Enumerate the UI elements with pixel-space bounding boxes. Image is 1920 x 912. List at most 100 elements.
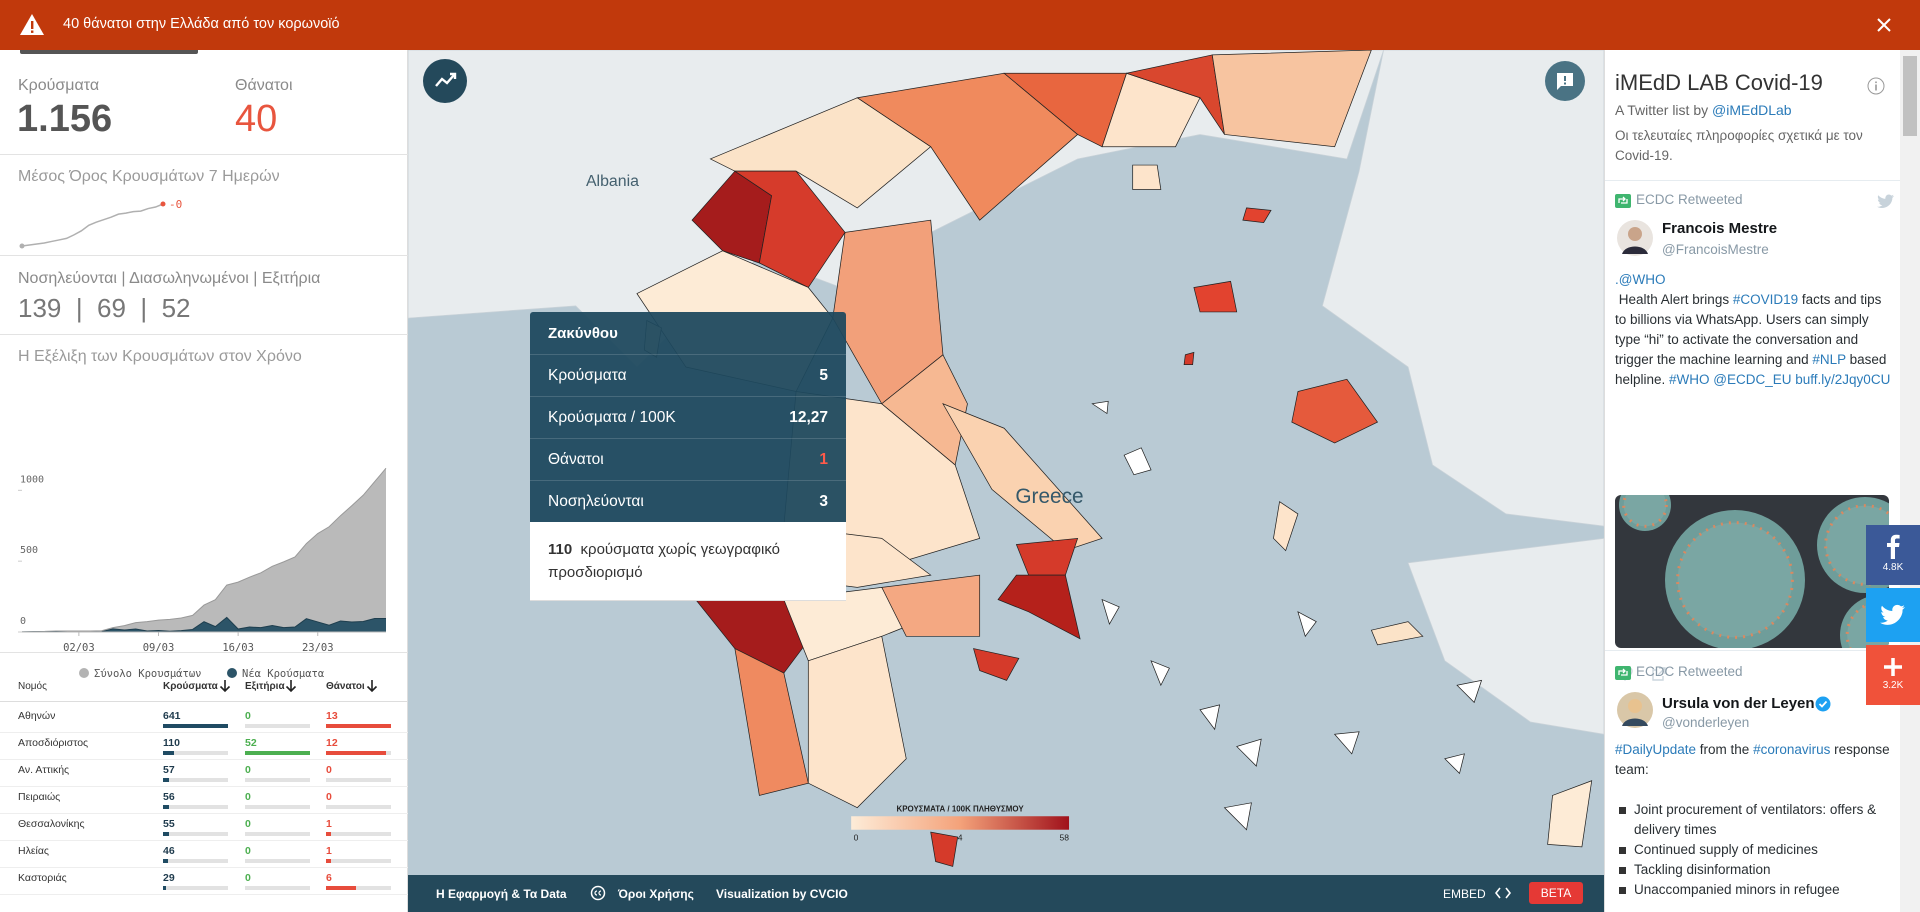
sort-icon — [366, 680, 378, 693]
bullet-square — [1619, 847, 1626, 854]
table-number: 641 — [163, 710, 181, 722]
twitter-button[interactable] — [1866, 588, 1920, 642]
avatar-head — [1628, 227, 1642, 241]
bar — [163, 751, 175, 755]
list-title: iMEdD LAB Covid-19 — [1615, 70, 1823, 95]
retweet-arrows — [1618, 196, 1628, 204]
bullet-text: Tackling disinformation — [1634, 862, 1771, 877]
legend-swatch — [227, 668, 237, 678]
comment-button[interactable] — [1544, 60, 1586, 102]
bar — [163, 778, 169, 782]
hosp-title: Νοσηλεύονται | Διασωληνωμένοι | Εξιτήρια — [18, 270, 321, 287]
trend-button[interactable] — [422, 58, 468, 104]
bar-track — [326, 778, 391, 782]
credit-link[interactable]: Visualization by CVCIO — [716, 887, 848, 901]
tooltip-value: 5 — [819, 366, 828, 384]
embed-link[interactable]: EMBED — [1443, 887, 1486, 901]
tweet-link[interactable]: #NLP — [1812, 352, 1846, 367]
table-name: Καστοριάς — [18, 872, 67, 884]
legend-gradient — [851, 816, 1070, 830]
tooltip-value: 3 — [819, 492, 828, 510]
cc-icon — [590, 885, 606, 901]
bar — [163, 832, 169, 836]
warning-icon — [20, 14, 44, 35]
tooltip-label: Κρούσματα / 100K — [548, 408, 676, 426]
sort-arrow — [366, 680, 378, 693]
facebook-count: 4.8K — [1882, 562, 1904, 573]
bar-track — [245, 886, 310, 890]
tooltip-row: Κρούσματα 5 — [530, 354, 846, 396]
avatar — [1617, 220, 1653, 256]
table-number: 56 — [163, 791, 175, 803]
cases-label: Κρούσματα — [18, 77, 100, 94]
row-rule — [0, 813, 408, 814]
tweet-link[interactable]: #WHO @ECDC_EU buff.ly/2Jqy0CU — [1669, 372, 1891, 387]
divider — [0, 334, 408, 335]
country-label: Albania — [586, 173, 639, 190]
bullet-text: Joint procurement of ventilators: offers… — [1634, 802, 1877, 837]
tweet-text: response team: — [1615, 742, 1894, 777]
table-number: 13 — [326, 710, 338, 722]
area-fill — [22, 617, 386, 632]
divider — [0, 154, 408, 155]
bar-track — [163, 886, 228, 890]
plus-icon — [1884, 658, 1902, 676]
table-name: Αποσδιόριστος — [18, 737, 89, 749]
table-header[interactable]: Εξιτήρια — [245, 681, 285, 692]
table-number: 0 — [245, 710, 251, 722]
tweet-text: from the — [1696, 742, 1754, 757]
tooltip: Ζακύνθου Κρούσματα 5 Κρούσματα / 100K 12,27… — [530, 312, 846, 601]
bar — [326, 886, 356, 890]
table-number: 0 — [245, 845, 251, 857]
table-header[interactable]: Κρούσματα — [163, 681, 218, 692]
twitter-bird — [1877, 194, 1894, 209]
table-number: 0 — [326, 764, 332, 776]
legend-label: Νέα Κρούσματα — [242, 668, 325, 680]
bar-track — [326, 805, 391, 809]
scroll-thumb[interactable] — [1903, 56, 1917, 136]
alert-banner: 40 θάνατοι στην Ελλάδα από τον κορωνοϊό — [0, 0, 1920, 50]
tweet-bullet: Unaccompanied minors in refugee — [1615, 880, 1895, 900]
by-handle[interactable]: @iMEdDLab — [1712, 102, 1792, 118]
terms-link[interactable]: Όροι Χρήσης — [618, 887, 694, 901]
table-name: Πειραιώς — [18, 791, 61, 803]
bar-track — [326, 886, 391, 890]
bullet-text: Unaccompanied minors in refugee — [1634, 882, 1840, 897]
table-number: 0 — [245, 872, 251, 884]
cases-value: 1.156 — [17, 98, 113, 140]
tweet-link[interactable]: .@WHO — [1615, 272, 1666, 287]
tooltip-row: Νοσηλεύονται 3 — [530, 480, 846, 522]
table-name: Θεσσαλονίκης — [18, 818, 85, 830]
scrollbar — [1900, 50, 1920, 912]
beta-badge[interactable]: BETA — [1529, 882, 1583, 904]
bar-track — [163, 805, 228, 809]
banner-text: 40 θάνατοι στην Ελλάδα από τον κορωνοϊό — [63, 16, 340, 32]
row-rule — [0, 732, 408, 733]
info-icon[interactable] — [1867, 77, 1885, 95]
tweet-bullets: Joint procurement of ventilators: offers… — [1615, 800, 1895, 900]
share-button[interactable]: 3.2K — [1866, 645, 1920, 705]
app-link[interactable]: Η Εφαρμογή & Τα Data — [436, 887, 567, 901]
table-name: Ηλείας — [18, 845, 49, 857]
deaths-label: Θάνατοι — [235, 77, 293, 94]
facebook-button[interactable]: 4.8K — [1866, 525, 1920, 585]
bar-track — [245, 724, 310, 728]
bar-track — [163, 751, 228, 755]
table-number: 110 — [163, 737, 180, 749]
table-number: 1 — [326, 845, 332, 857]
tweet-link[interactable]: #coronavirus — [1753, 742, 1831, 757]
tweet-body: .@WHO Health Alert brings #COVID19 facts… — [1615, 270, 1895, 390]
table-header-rule — [0, 701, 408, 702]
share-icon — [1652, 667, 1666, 681]
divider — [0, 652, 408, 653]
tweet-link[interactable]: #COVID19 — [1732, 292, 1799, 307]
bar-track — [163, 832, 228, 836]
close-button[interactable] — [1877, 18, 1891, 32]
tweet-link[interactable]: #DailyUpdate — [1615, 742, 1697, 757]
bar — [326, 751, 386, 755]
table-header[interactable]: Θάνατοι — [326, 681, 365, 692]
bar-track — [326, 859, 391, 863]
facebook-icon — [1887, 534, 1900, 559]
code-icon — [1495, 887, 1511, 899]
